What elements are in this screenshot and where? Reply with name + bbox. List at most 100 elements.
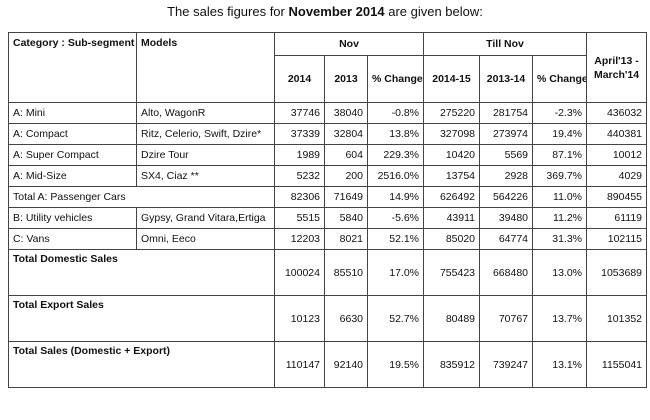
value-cell: 85510 — [324, 249, 368, 296]
models-cell: SX4, Ciaz ** — [136, 165, 275, 187]
header-nov: Nov — [273, 32, 425, 56]
value-cell: 102115 — [586, 228, 648, 250]
header-nov-2014: 2014 — [274, 55, 325, 103]
value-cell: 14.9% — [366, 186, 425, 208]
value-cell: 12203 — [274, 228, 325, 250]
category-cell: C: Vans — [8, 228, 137, 250]
caption-suffix: are given below: — [384, 4, 483, 19]
value-cell: 37339 — [274, 123, 325, 145]
table-row: A: Mid-Size SX4, Ciaz ** 5232 200 2516.0… — [8, 165, 648, 187]
value-cell: 275220 — [423, 102, 481, 124]
value-cell: 604 — [324, 144, 368, 166]
value-cell: 1155041 — [586, 341, 648, 388]
value-cell: 436032 — [586, 102, 648, 124]
header-annual: April'13 - March'14 — [586, 32, 648, 103]
value-cell: 10012 — [586, 144, 648, 166]
value-cell: 37746 — [274, 102, 325, 124]
table-row: A: Compact Ritz, Celerio, Swift, Dzire* … — [8, 123, 648, 145]
value-cell: 1053689 — [586, 249, 648, 296]
total-row-domestic: Total Domestic Sales 100024 85510 17.0% … — [8, 249, 648, 296]
value-cell: 13.8% — [366, 123, 425, 145]
value-cell: -2.3% — [532, 102, 588, 124]
value-cell: 4029 — [586, 165, 648, 187]
header-till-change: % Change — [532, 55, 588, 103]
header-row-groups: Category : Sub-segment Models Nov Till N… — [8, 32, 648, 103]
value-cell: 52.1% — [366, 228, 425, 250]
header-till-2014-15: 2014-15 — [423, 55, 481, 103]
value-cell: 13.7% — [532, 295, 588, 342]
value-cell: 11.0% — [532, 186, 588, 208]
category-cell: A: Super Compact — [8, 144, 137, 166]
value-cell: 101352 — [586, 295, 648, 342]
value-cell: 2928 — [479, 165, 534, 187]
value-cell: 85020 — [423, 228, 481, 250]
value-cell: 5569 — [479, 144, 534, 166]
value-cell: 87.1% — [532, 144, 588, 166]
value-cell: 1989 — [274, 144, 325, 166]
value-cell: 38040 — [324, 102, 368, 124]
value-cell: 70767 — [479, 295, 534, 342]
value-cell: 32804 — [324, 123, 368, 145]
header-till-nov: Till Nov — [423, 32, 588, 56]
value-cell: 835912 — [423, 341, 481, 388]
value-cell: 64774 — [479, 228, 534, 250]
models-cell: Omni, Eeco — [136, 228, 275, 250]
value-cell: -5.6% — [366, 207, 425, 229]
value-cell: 229.3% — [366, 144, 425, 166]
value-cell: 668480 — [479, 249, 534, 296]
total-label: Total Sales (Domestic + Export) — [8, 341, 275, 388]
value-cell: -0.8% — [366, 102, 425, 124]
value-cell: 92140 — [324, 341, 368, 388]
caption-period: November 2014 — [288, 4, 385, 19]
value-cell: 110147 — [274, 341, 325, 388]
value-cell: 755423 — [423, 249, 481, 296]
value-cell: 100024 — [274, 249, 325, 296]
models-cell: Dzire Tour — [136, 144, 275, 166]
value-cell: 5232 — [274, 165, 325, 187]
caption-prefix: The sales figures for — [167, 4, 289, 19]
total-row-export: Total Export Sales 10123 6630 52.7% 8048… — [8, 295, 648, 342]
table-row: A: Super Compact Dzire Tour 1989 604 229… — [8, 144, 648, 166]
header-row-columns: 2014 2013 % Change 2014-15 2013-14 % Cha… — [9, 55, 647, 103]
value-cell: 626492 — [423, 186, 481, 208]
value-cell: 890455 — [586, 186, 648, 208]
value-cell: 6630 — [324, 295, 368, 342]
value-cell: 19.5% — [366, 341, 425, 388]
models-cell: Ritz, Celerio, Swift, Dzire* — [136, 123, 275, 145]
value-cell: 17.0% — [366, 249, 425, 296]
value-cell: 200 — [324, 165, 368, 187]
value-cell: 80489 — [423, 295, 481, 342]
value-cell: 10420 — [423, 144, 481, 166]
value-cell: 273974 — [479, 123, 534, 145]
value-cell: 71649 — [324, 186, 368, 208]
sales-table: Category : Sub-segment Models Nov Till N… — [8, 32, 648, 388]
value-cell: 61119 — [586, 207, 648, 229]
value-cell: 564226 — [479, 186, 534, 208]
table-row: B: Utility vehicles Gypsy, Grand Vitara,… — [8, 207, 648, 229]
value-cell: 13.0% — [532, 249, 588, 296]
category-cell: A: Mini — [8, 102, 137, 124]
value-cell: 13754 — [423, 165, 481, 187]
header-nov-change: % Change — [366, 55, 425, 103]
header-category: Category : Sub-segment — [8, 32, 137, 103]
table-row: C: Vans Omni, Eeco 12203 8021 52.1% 8502… — [8, 228, 648, 250]
header-nov-2013: 2013 — [324, 55, 368, 103]
models-cell: Alto, WagonR — [136, 102, 275, 124]
value-cell: 5515 — [274, 207, 325, 229]
value-cell: 43911 — [423, 207, 481, 229]
value-cell: 13.1% — [532, 341, 588, 388]
table-row: Total A: Passenger Cars 82306 71649 14.9… — [8, 186, 648, 208]
total-label: Total Export Sales — [8, 295, 275, 342]
category-cell: A: Mid-Size — [8, 165, 137, 187]
header-models: Models — [136, 32, 275, 103]
value-cell: 82306 — [274, 186, 325, 208]
value-cell: 369.7% — [532, 165, 588, 187]
table-caption: The sales figures for November 2014 are … — [0, 4, 650, 20]
category-cell: B: Utility vehicles — [8, 207, 137, 229]
total-row-overall: Total Sales (Domestic + Export) 110147 9… — [8, 341, 648, 388]
total-label: Total Domestic Sales — [8, 249, 275, 296]
value-cell: 440381 — [586, 123, 648, 145]
value-cell: 10123 — [274, 295, 325, 342]
value-cell: 31.3% — [532, 228, 588, 250]
category-cell: Total A: Passenger Cars — [8, 186, 275, 208]
